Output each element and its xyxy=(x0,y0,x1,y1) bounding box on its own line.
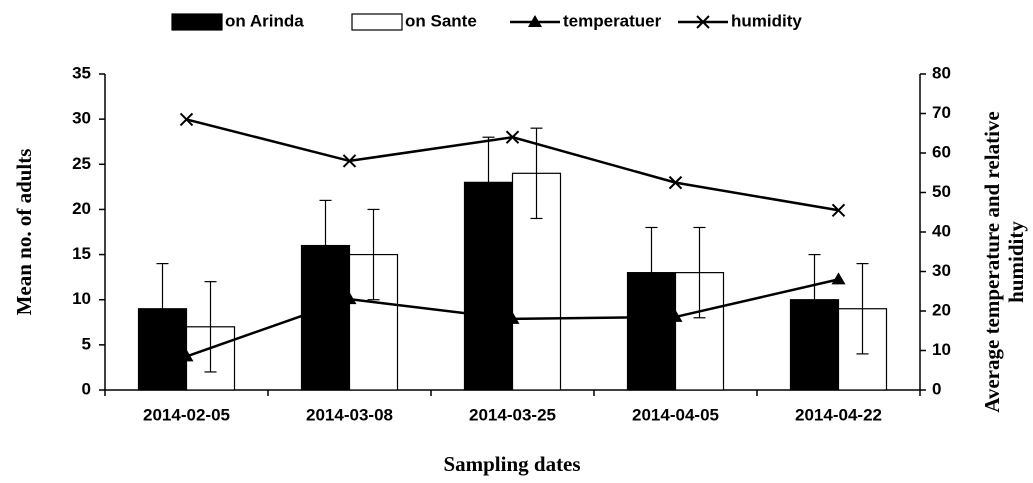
y-tick-label: 35 xyxy=(72,63,91,82)
legend-label: humidity xyxy=(731,11,802,30)
error-bar xyxy=(482,136,495,229)
point xyxy=(505,311,520,324)
error-bar xyxy=(693,226,706,319)
point xyxy=(179,112,194,127)
y-tick-label: 20 xyxy=(72,199,91,218)
y2-tick-label: 50 xyxy=(932,182,951,201)
error-bar xyxy=(156,263,169,355)
legend-label: on Sante xyxy=(405,11,477,30)
y-axis-label: Mean no. of adults xyxy=(12,149,36,316)
x-tick-label: 2014-03-25 xyxy=(469,405,556,424)
y2-tick-label: 20 xyxy=(932,300,951,319)
error-bar xyxy=(204,281,217,373)
legend-label: temperatuer xyxy=(563,11,662,30)
point xyxy=(668,309,683,322)
legend-marker xyxy=(696,15,710,29)
point xyxy=(831,272,846,285)
error-bar xyxy=(367,208,380,301)
legend-label: on Arinda xyxy=(225,11,304,30)
y2-tick-label: 80 xyxy=(932,63,951,82)
x-axis-label: Sampling dates xyxy=(443,452,580,476)
point xyxy=(668,175,683,190)
y2-tick-label: 10 xyxy=(932,340,951,359)
point xyxy=(505,130,520,144)
y-tick-label: 10 xyxy=(72,289,91,308)
y2-tick-label: 70 xyxy=(932,103,951,122)
y2-tick-label: 40 xyxy=(932,221,951,240)
x-tick-label: 2014-04-05 xyxy=(632,405,719,424)
legend-swatch xyxy=(351,13,403,31)
error-bar xyxy=(319,199,332,292)
y-tick-label: 15 xyxy=(72,244,91,263)
y-tick-label: 0 xyxy=(82,379,91,398)
y2-axis-label: humidity xyxy=(1004,221,1028,303)
legend-swatch xyxy=(171,13,223,31)
y2-tick-label: 60 xyxy=(932,142,951,161)
point xyxy=(831,203,846,217)
y2-axis-label: Average temperature and relative xyxy=(980,111,1004,413)
legend-marker xyxy=(528,15,542,27)
point xyxy=(342,154,357,168)
y-tick-label: 5 xyxy=(82,334,91,353)
point xyxy=(342,292,357,305)
y-tick-label: 25 xyxy=(72,154,91,173)
error-bar xyxy=(856,263,869,355)
x-tick-label: 2014-03-08 xyxy=(306,405,393,424)
y2-tick-label: 30 xyxy=(932,261,951,280)
x-tick-label: 2014-02-05 xyxy=(143,405,230,424)
y-tick-label: 30 xyxy=(72,109,91,128)
error-bar xyxy=(808,253,821,346)
point xyxy=(179,349,194,362)
y2-tick-label: 0 xyxy=(932,379,941,398)
x-tick-label: 2014-04-22 xyxy=(795,405,882,424)
